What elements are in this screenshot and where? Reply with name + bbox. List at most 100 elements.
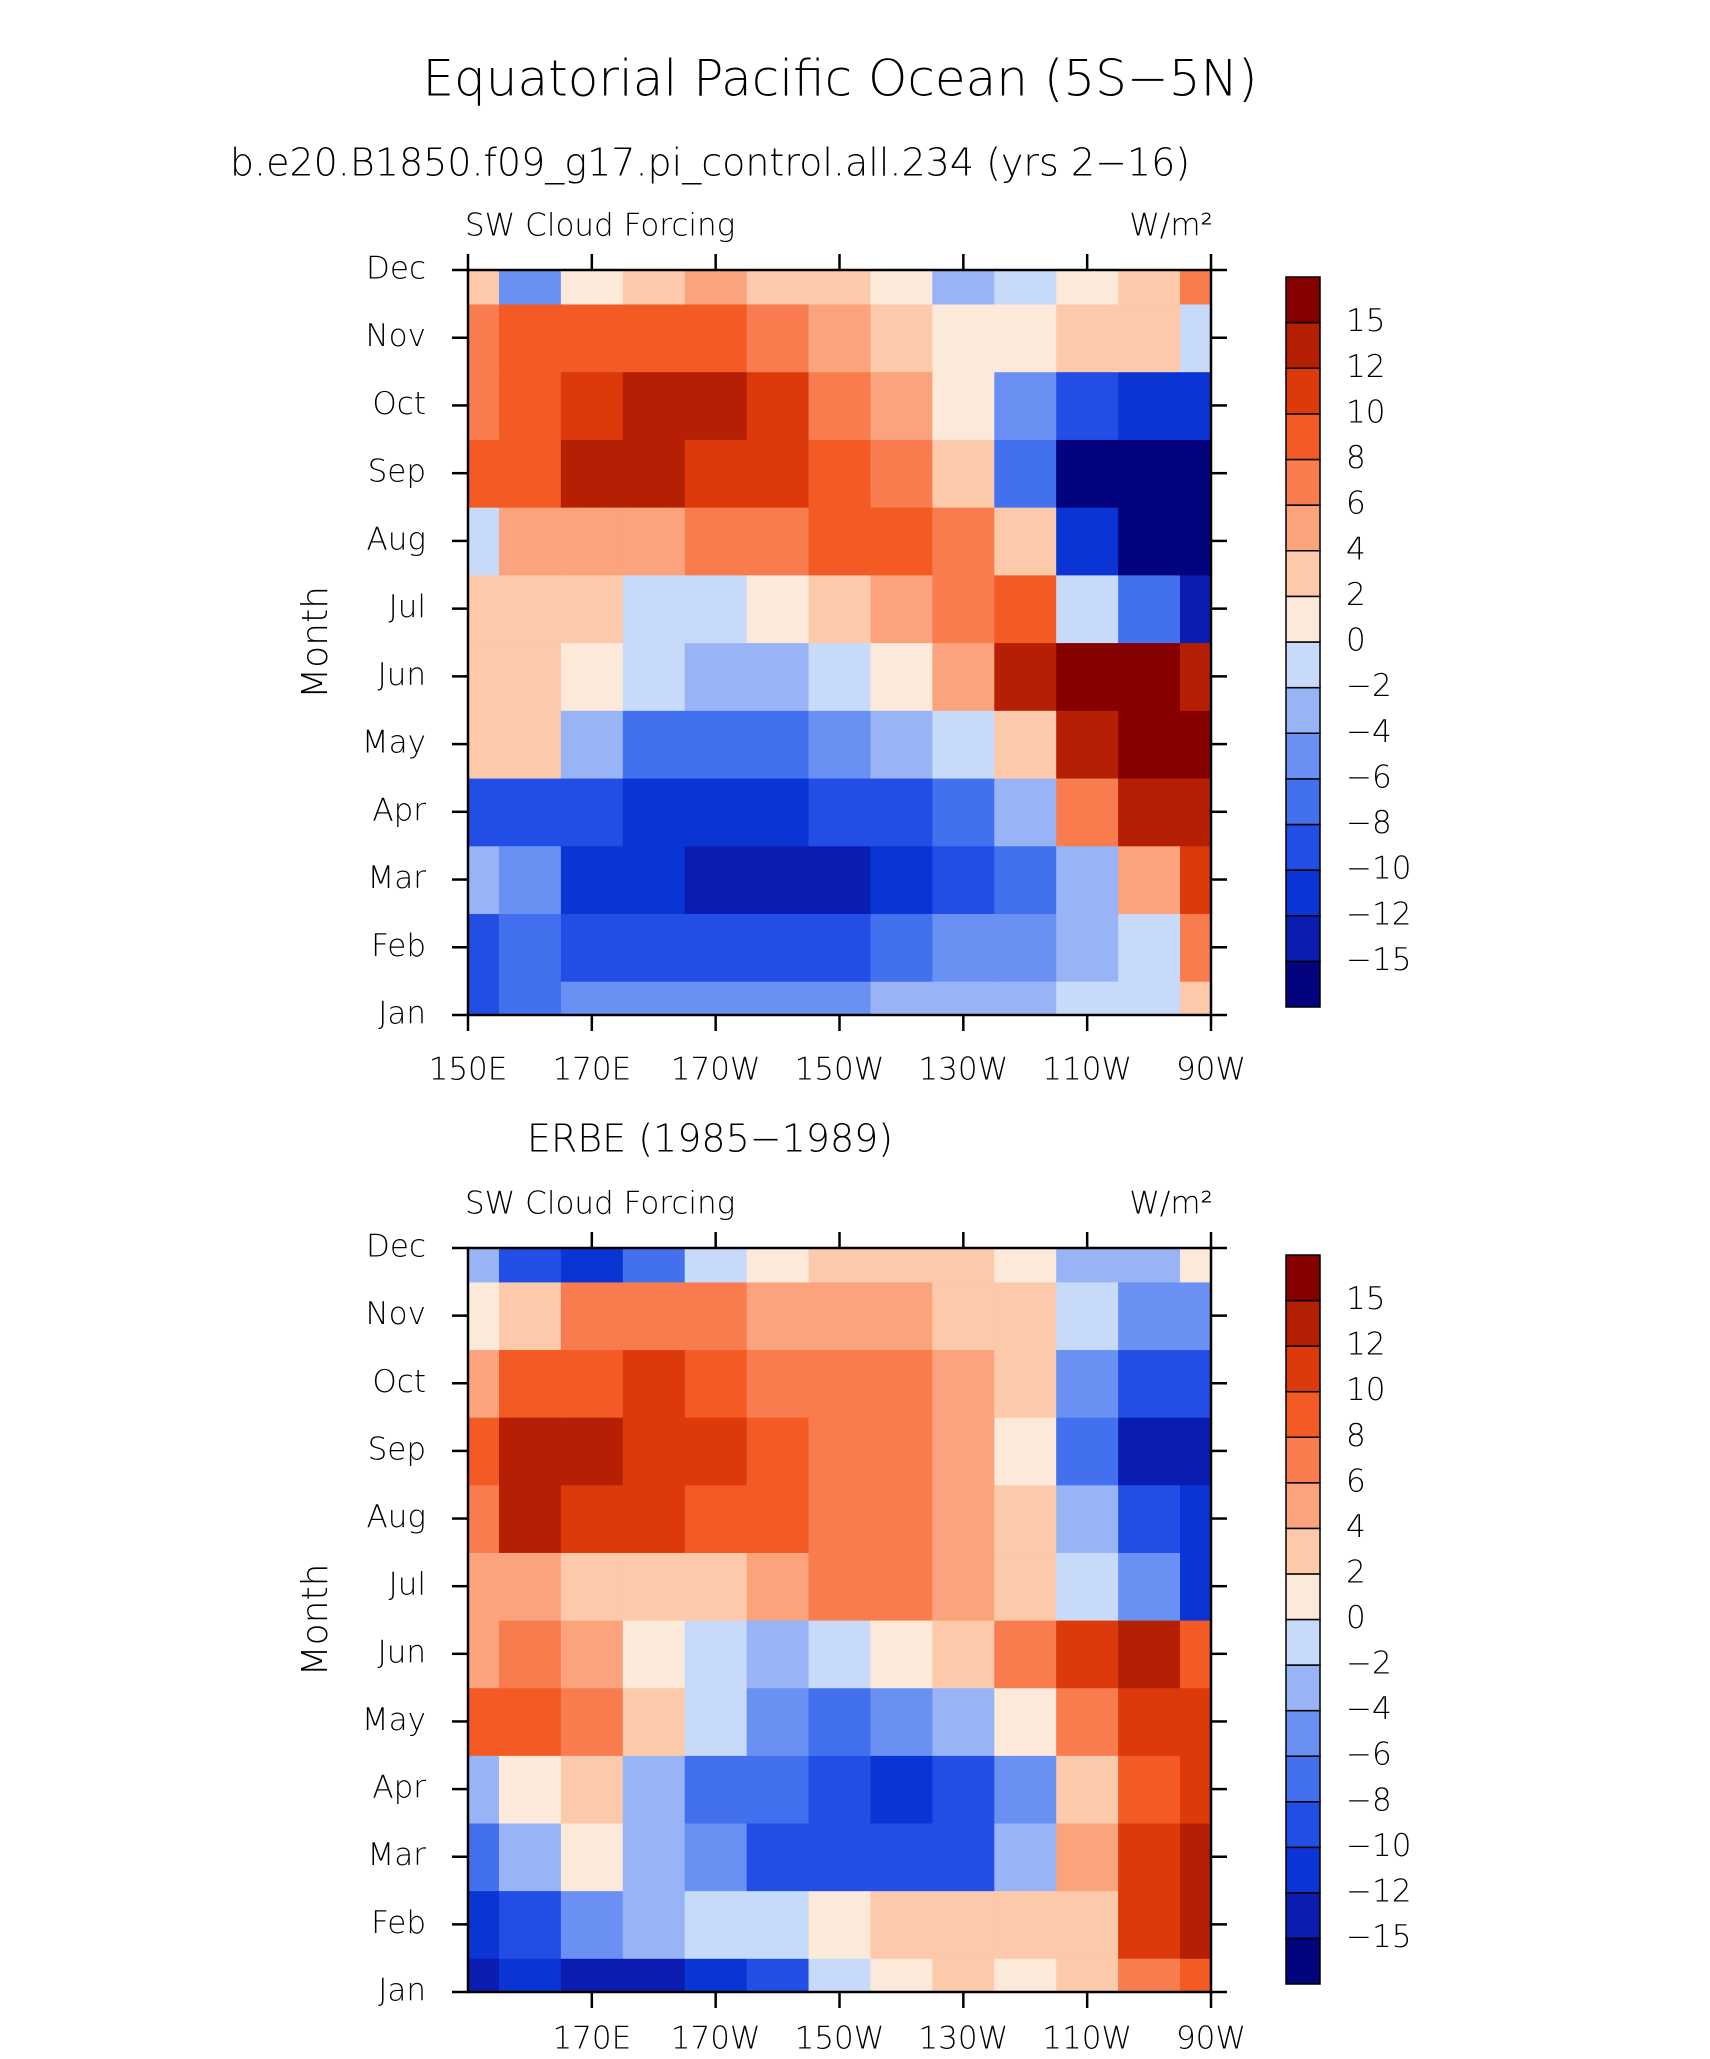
contour-cell — [622, 710, 686, 779]
contour-cell — [468, 507, 500, 576]
contour-cell — [468, 1958, 500, 1993]
contour-cell — [808, 1281, 872, 1351]
y-tick-label: Oct — [372, 1364, 426, 1400]
x-tick-label: 150W — [795, 2021, 885, 2057]
contour-cell — [684, 439, 748, 508]
y-tick-label: Jun — [378, 1634, 426, 1670]
contour-cell — [468, 777, 500, 847]
contour-cell — [1056, 1958, 1119, 1993]
contour-cell — [498, 1484, 562, 1553]
contour-cell — [1118, 1248, 1181, 1283]
contour-cell — [870, 1687, 933, 1756]
contour-cell — [1056, 439, 1119, 508]
contour-cell — [994, 1890, 1057, 1959]
contour-cell — [622, 1687, 686, 1756]
contour-cell — [1118, 1958, 1181, 1993]
panel-title: b.e20.B1850.f09_g17.pi_control.all.234 (… — [230, 141, 1190, 186]
colorbar-box — [1285, 321, 1321, 369]
contour-cell — [870, 507, 933, 576]
x-tick-label: 110W — [1042, 1052, 1132, 1088]
colorbar-box — [1285, 1299, 1321, 1347]
colorbar-box — [1285, 1390, 1321, 1438]
contour-cell — [498, 1552, 562, 1621]
contour-cell — [870, 574, 933, 644]
colorbar-box — [1285, 276, 1321, 324]
colorbar-box — [1285, 1937, 1321, 1985]
contour-cell — [498, 1822, 562, 1892]
contour-cell — [932, 1417, 995, 1486]
contour-cell — [1118, 710, 1181, 779]
contour-cell — [994, 777, 1057, 847]
contour-cell — [870, 1248, 933, 1283]
contour-cell — [1056, 1484, 1119, 1553]
contour-cell — [1180, 845, 1212, 915]
y-tick-label: Aug — [367, 1499, 426, 1535]
contour-cell — [870, 1620, 933, 1689]
contour-cell — [808, 710, 872, 779]
contour-cell — [622, 303, 686, 373]
contour-cell — [622, 1755, 686, 1824]
contour-cell — [1118, 1890, 1181, 1959]
contour-cell — [684, 1822, 748, 1892]
contour-cell — [808, 507, 872, 576]
contour-cell — [498, 642, 562, 711]
colorbar-box — [1285, 1846, 1321, 1894]
contour-cell — [560, 270, 624, 305]
contour-cell — [808, 371, 872, 440]
contour-cell — [994, 1755, 1057, 1824]
contour-cell — [622, 1349, 686, 1418]
contour-cell — [994, 1484, 1057, 1553]
contour-cell — [870, 303, 933, 373]
contour-cell — [1056, 1349, 1119, 1418]
x-tick-label: 150E — [429, 1052, 508, 1088]
contour-cell — [560, 1248, 624, 1283]
contour-cell — [1180, 1890, 1212, 1959]
colorbar-box — [1285, 686, 1321, 734]
contour-cell — [1056, 642, 1119, 711]
contour-cell — [932, 1687, 995, 1756]
colorbar-box — [1285, 1573, 1321, 1621]
x-tick-label: 90W — [1176, 2021, 1246, 2057]
contour-cell — [1180, 1349, 1212, 1418]
contour-cell — [684, 1755, 748, 1824]
contour-cell — [1180, 1248, 1212, 1283]
contour-cell — [684, 1958, 748, 1993]
contour-cell — [746, 777, 810, 847]
contour-cell — [1118, 845, 1181, 915]
contour-cell — [870, 270, 933, 305]
contour-cell — [468, 1620, 500, 1689]
contour-cell — [560, 574, 624, 644]
x-tick-label: 170W — [671, 1052, 761, 1088]
contour-cell — [684, 777, 748, 847]
contour-cell — [808, 303, 872, 373]
contour-cell — [870, 1890, 933, 1959]
contour-cell — [746, 1484, 810, 1553]
contour-cell — [870, 1349, 933, 1418]
contour-cell — [468, 1822, 500, 1892]
contour-cell — [808, 913, 872, 982]
contour-cell — [1118, 1687, 1181, 1756]
contour-cell — [932, 1281, 995, 1351]
y-tick-label: Jun — [378, 657, 426, 693]
colorbar-box — [1285, 367, 1321, 415]
contour-cell — [1118, 371, 1181, 440]
contour-cell — [560, 1755, 624, 1824]
contour-cell — [994, 270, 1057, 305]
contour-cell — [560, 439, 624, 508]
contour-cell — [1056, 777, 1119, 847]
x-tick-label: 150W — [795, 1052, 885, 1088]
contour-cell — [746, 507, 810, 576]
y-tick-label: Apr — [372, 792, 426, 828]
contour-cell — [1118, 574, 1181, 644]
contour-cell — [1056, 1822, 1119, 1892]
contour-cell — [1056, 913, 1119, 982]
contour-cell — [1180, 1417, 1212, 1486]
y-tick-label: Aug — [367, 521, 426, 557]
contour-cell — [468, 913, 500, 982]
contour-cell — [468, 1687, 500, 1756]
contour-cell — [1118, 1552, 1181, 1621]
contour-cell — [932, 710, 995, 779]
contour-cell — [684, 371, 748, 440]
contour-cell — [870, 845, 933, 915]
contour-cell — [468, 1552, 500, 1621]
